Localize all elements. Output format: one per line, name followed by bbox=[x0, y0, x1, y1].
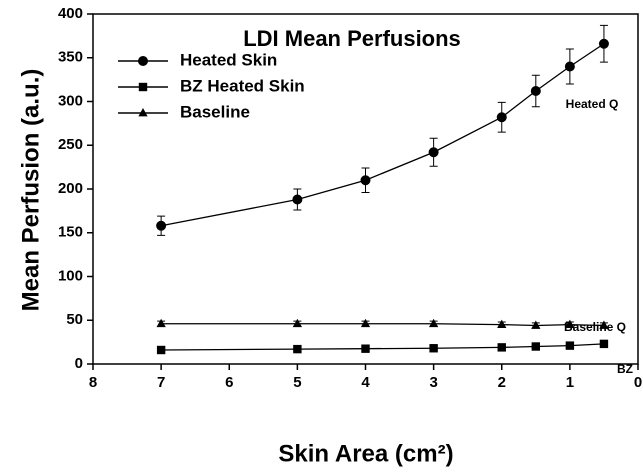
series-line bbox=[161, 343, 604, 351]
data-point bbox=[530, 86, 541, 96]
data-point bbox=[496, 112, 507, 123]
chart-title: LDI Mean Perfusions bbox=[243, 26, 461, 51]
legend-marker bbox=[138, 107, 148, 117]
data-point bbox=[564, 61, 575, 72]
y-tick-label: 150 bbox=[58, 224, 83, 241]
data-point bbox=[156, 220, 167, 231]
annotation: Heated Q bbox=[566, 97, 619, 111]
y-tick-label: 300 bbox=[58, 92, 83, 109]
y-tick-label: 350 bbox=[58, 49, 83, 66]
data-point bbox=[599, 339, 609, 349]
data-point bbox=[598, 38, 609, 49]
data-point bbox=[429, 344, 438, 353]
series-line bbox=[161, 43, 605, 227]
x-tick-label: 3 bbox=[429, 374, 437, 391]
data-point bbox=[360, 318, 371, 328]
data-point bbox=[565, 319, 575, 328]
legend-label: BZ Heated Skin bbox=[180, 76, 305, 95]
legend-marker bbox=[138, 56, 148, 66]
legend-marker bbox=[138, 82, 148, 92]
data-point bbox=[497, 343, 506, 352]
annotation: Baseline Q bbox=[564, 320, 626, 334]
data-point bbox=[428, 147, 439, 158]
x-tick-label: 2 bbox=[498, 374, 506, 391]
data-point bbox=[565, 341, 575, 350]
y-tick-label: 50 bbox=[66, 311, 83, 328]
data-point bbox=[361, 344, 370, 353]
y-tick-label: 250 bbox=[58, 136, 83, 153]
x-tick-label: 1 bbox=[566, 374, 574, 391]
x-tick-label: 7 bbox=[157, 374, 165, 391]
data-point bbox=[429, 318, 439, 328]
y-axis-label: Mean Perfusion (a.u.) bbox=[17, 69, 44, 312]
data-point bbox=[293, 344, 302, 354]
data-point bbox=[497, 319, 507, 328]
legend-label: Heated Skin bbox=[180, 50, 277, 69]
data-point bbox=[156, 318, 166, 328]
annotation: BZ bbox=[617, 362, 633, 376]
legend-label: Baseline bbox=[180, 102, 250, 121]
x-tick-label: 6 bbox=[225, 374, 233, 391]
data-point bbox=[360, 175, 371, 186]
x-tick-label: 0 bbox=[634, 374, 642, 391]
y-tick-label: 100 bbox=[58, 267, 83, 284]
x-axis-label: Skin Area (cm²) bbox=[278, 440, 453, 467]
data-point bbox=[531, 342, 541, 351]
x-tick-label: 8 bbox=[89, 374, 97, 391]
series-line bbox=[161, 323, 604, 327]
x-tick-label: 4 bbox=[361, 374, 370, 391]
y-tick-label: 400 bbox=[58, 5, 83, 22]
data-point bbox=[531, 320, 541, 329]
y-tick-label: 200 bbox=[58, 180, 83, 197]
y-tick-label: 0 bbox=[75, 355, 83, 372]
data-point bbox=[599, 320, 609, 329]
data-point bbox=[156, 345, 166, 355]
data-point bbox=[292, 194, 303, 205]
data-point bbox=[292, 318, 302, 328]
x-tick-label: 5 bbox=[293, 374, 301, 391]
